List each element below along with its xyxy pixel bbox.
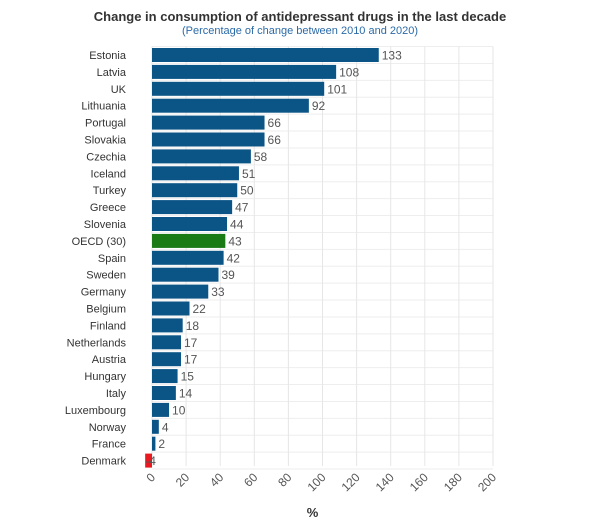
value-label: 33 [211,285,225,299]
x-tick-label: 60 [241,470,261,490]
value-label: 47 [235,201,249,215]
bar [152,250,224,265]
bar [152,301,190,316]
bar [152,98,309,113]
bar [152,436,156,451]
category-label: UK [111,84,127,96]
category-label: Hungary [84,371,126,383]
value-label: 14 [179,387,193,401]
category-label: OECD (30) [72,236,126,248]
value-label: 50 [240,184,254,198]
value-label: 39 [221,268,235,282]
bar [152,369,178,384]
category-label: Italy [106,388,127,400]
value-label: 4 [162,420,169,434]
bar [152,166,239,181]
bar [152,64,337,79]
x-tick-label: 120 [339,470,363,494]
bar [152,386,176,400]
bar [152,183,238,198]
bar [152,267,219,282]
value-label: 17 [184,336,198,350]
category-label: Germany [81,287,127,299]
x-tick-label: 20 [173,470,193,490]
x-tick-label: 100 [305,470,329,494]
x-tick-label: 140 [373,470,397,494]
bar [152,132,265,147]
bar [152,115,265,130]
x-tick-label: 160 [407,470,431,494]
category-label: Sweden [86,270,126,282]
bar [152,200,233,215]
value-label: 58 [254,150,268,164]
category-label: Austria [92,354,127,366]
bar [145,453,152,468]
value-label: 92 [312,99,326,113]
x-tick-label: 180 [441,470,465,494]
value-label: 42 [227,251,241,265]
category-label: Belgium [86,304,126,316]
bar [152,149,251,164]
bar [152,81,325,96]
bar [152,284,209,299]
bar [152,402,170,417]
category-label: Slovakia [84,135,126,147]
category-label: Spain [98,253,126,265]
category-label: Finland [90,320,126,332]
x-tick-label: 40 [207,470,227,490]
chart-title: Change in consumption of antidepressant … [93,9,507,24]
bar [152,48,379,62]
value-label: 18 [186,319,200,333]
category-label: Turkey [93,185,127,197]
value-label: 108 [339,65,359,79]
bar [152,335,181,350]
value-label: 10 [172,403,186,417]
value-label: 101 [327,82,347,96]
value-label: 66 [268,133,282,147]
value-label: -4 [145,454,156,468]
category-label: Luxembourg [65,405,126,417]
category-label: Netherlands [67,337,127,349]
value-label: 22 [193,302,207,316]
x-axis-title: % [307,505,319,520]
value-label: 15 [181,370,195,384]
x-tick-label: 200 [475,470,499,494]
value-label: 17 [184,353,198,367]
category-label: Portugal [85,118,126,130]
value-label: 51 [242,167,256,181]
chart-subtitle: (Percentage of change between 2010 and 2… [181,25,419,37]
category-label: Greece [90,202,126,214]
bar [152,233,226,248]
category-label: France [92,439,126,451]
category-label: Slovenia [84,219,127,231]
bar [152,419,159,434]
category-label: Czechia [86,151,127,163]
category-labels: Estonia Latvia UK Lithuania Portugal Slovakia… [65,50,127,468]
x-tick-label: 80 [275,470,295,490]
value-label: 43 [228,234,242,248]
value-label: 133 [382,49,402,63]
x-axis-ticks: 0 20 40 60 80 100 120 140 160 180 200 [143,470,499,494]
bar [152,217,228,231]
category-label: Lithuania [81,101,127,113]
category-label: Iceland [91,168,126,180]
value-label: 44 [230,218,244,232]
category-label: Latvia [97,67,127,79]
value-label: 2 [158,437,165,451]
value-label: 66 [268,116,282,130]
grid-lines [151,46,494,470]
bar [152,318,183,333]
category-label: Denmark [81,456,126,468]
bar [152,352,181,367]
category-label: Norway [89,422,127,434]
value-labels: 1331081019266665851504744434239332218171… [145,49,402,469]
category-label: Estonia [89,50,127,62]
x-tick-label: 0 [143,470,158,485]
bars [145,48,379,468]
